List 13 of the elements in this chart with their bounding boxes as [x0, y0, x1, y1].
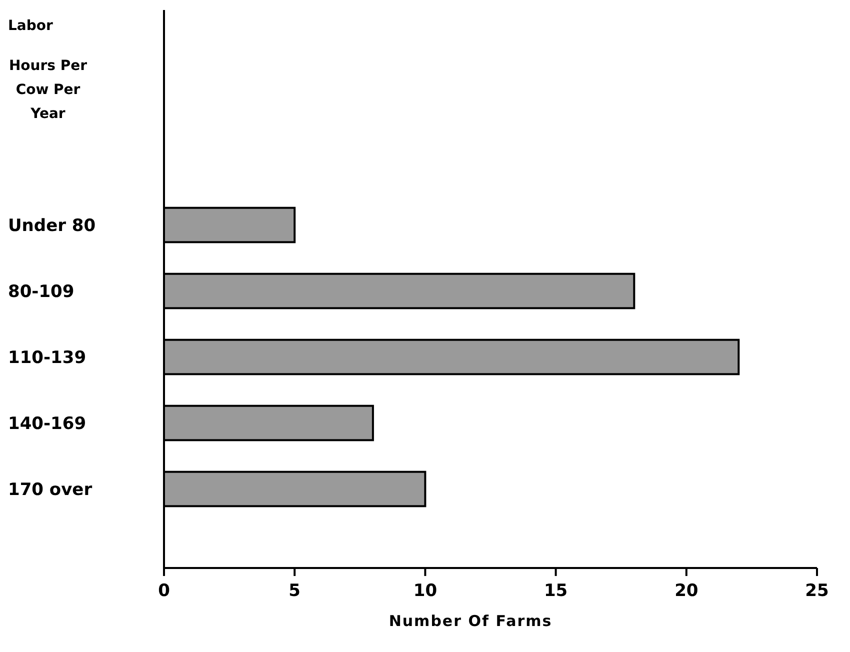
x-tick-label: 15: [544, 581, 568, 601]
x-tick-label: 10: [413, 581, 438, 601]
x-tick-label: 5: [288, 581, 301, 601]
text: Labor Hours Per Cow Per Year: [8, 18, 88, 122]
x-tick-label: 25: [805, 581, 829, 601]
x-tick-label: 0: [158, 581, 170, 601]
x-axis-title: Number Of Farms: [388, 612, 552, 630]
y-tick-label: 170 over: [8, 480, 93, 500]
y-tick-label: 110-139: [8, 348, 86, 368]
y-tick-label: 140-169: [8, 414, 86, 434]
y-tick-label: 80-109: [8, 282, 74, 302]
x-tick-label: 20: [674, 581, 698, 601]
y-tick-label: Under 80: [8, 216, 96, 236]
